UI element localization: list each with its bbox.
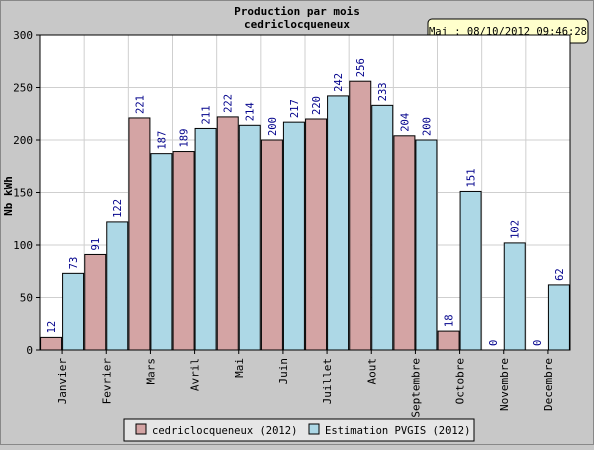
bar-pvgis xyxy=(415,139,438,351)
plot-border xyxy=(39,34,571,351)
data-label-pvgis: 211 xyxy=(201,105,213,124)
bar-pvgis xyxy=(503,242,526,351)
data-label-production: 221 xyxy=(134,95,146,114)
bar-production xyxy=(260,139,283,351)
bar-production xyxy=(305,118,328,351)
x-tick-label: Fevrier xyxy=(100,358,113,405)
x-tick-label: Mars xyxy=(144,358,157,385)
bar-production xyxy=(437,330,460,351)
x-tick-label: Avril xyxy=(189,358,202,391)
x-tick-label: Mai xyxy=(233,358,246,378)
bar-production xyxy=(40,336,63,351)
bar-pvgis xyxy=(194,127,217,351)
x-axis: Janvier Fevrier Mars Avril Mai Juin Juillet Aou… xyxy=(39,34,571,418)
data-label-pvgis: 151 xyxy=(466,168,478,187)
bar-series: 12 73 91 122 221 187 189 211 222 214 200 217 220 242 2… xyxy=(40,58,570,351)
legend-swatch-production xyxy=(135,423,147,435)
data-label-production: 12 xyxy=(46,321,58,334)
y-tick-label: 50 xyxy=(20,292,33,305)
x-tick-label: Octobre xyxy=(454,358,467,404)
data-label-production: 220 xyxy=(311,96,323,115)
data-label-pvgis: 200 xyxy=(421,117,433,136)
y-tick-label: 150 xyxy=(13,187,33,200)
chart-subtitle: cedriclocqueneux xyxy=(244,18,350,31)
bar-pvgis xyxy=(106,221,129,351)
data-label-pvgis: 217 xyxy=(289,99,301,118)
legend-box xyxy=(123,418,475,442)
bar-pvgis xyxy=(282,121,305,351)
data-label-pvgis: 214 xyxy=(245,102,257,121)
data-label-production: 200 xyxy=(267,117,279,136)
legend-swatch-pvgis xyxy=(308,423,320,435)
bar-production xyxy=(349,80,372,351)
y-axis-label: Nb kWh xyxy=(2,176,15,216)
bar-pvgis xyxy=(150,153,173,351)
data-label-production: 256 xyxy=(355,58,367,77)
data-label-production: 0 xyxy=(488,340,500,346)
data-label-production: 189 xyxy=(179,129,191,148)
x-tick-label: Septembre xyxy=(409,358,422,418)
bar-pvgis xyxy=(62,272,85,351)
bar-pvgis xyxy=(371,104,394,351)
data-label-pvgis: 233 xyxy=(377,82,389,101)
data-label-pvgis: 187 xyxy=(156,131,168,150)
y-tick-label: 250 xyxy=(13,82,33,95)
bar-pvgis xyxy=(327,95,350,351)
bar-production xyxy=(393,135,416,351)
bar-production xyxy=(128,117,151,351)
legend-label-production: cedriclocqueneux (2012) xyxy=(152,425,297,437)
bar-production xyxy=(172,151,195,351)
y-tick-label: 200 xyxy=(13,134,33,147)
data-label-production: 222 xyxy=(223,94,235,113)
x-tick-label: Decembre xyxy=(542,358,555,411)
data-label-pvgis: 102 xyxy=(510,220,522,239)
bar-pvgis xyxy=(238,124,261,351)
data-label-pvgis: 73 xyxy=(68,257,80,270)
bar-pvgis xyxy=(547,284,570,351)
x-tick-label: Aout xyxy=(365,358,378,385)
legend-label-pvgis: Estimation PVGIS (2012) xyxy=(325,425,470,437)
data-label-production: 204 xyxy=(399,113,411,132)
bar-production xyxy=(84,253,107,351)
y-tick-label: 300 xyxy=(13,29,33,42)
x-tick-label: Novembre xyxy=(498,358,511,411)
chart-title: Production par mois xyxy=(234,5,360,18)
data-label-production: 91 xyxy=(90,238,102,251)
y-tick-label: 100 xyxy=(13,239,33,252)
x-tick-label: Juillet xyxy=(321,358,334,404)
data-label-production: 0 xyxy=(532,340,544,346)
legend: cedriclocqueneux (2012) Estimation PVGIS… xyxy=(123,418,475,442)
x-tick-label: Juin xyxy=(277,358,290,385)
bar-production xyxy=(216,116,239,351)
y-tick-label: 0 xyxy=(26,344,33,357)
x-tick-label: Janvier xyxy=(56,358,69,405)
bar-pvgis xyxy=(459,190,482,351)
data-label-pvgis: 62 xyxy=(554,268,566,281)
data-label-production: 18 xyxy=(444,314,456,327)
data-label-pvgis: 122 xyxy=(112,199,124,218)
data-label-pvgis: 242 xyxy=(333,73,345,92)
